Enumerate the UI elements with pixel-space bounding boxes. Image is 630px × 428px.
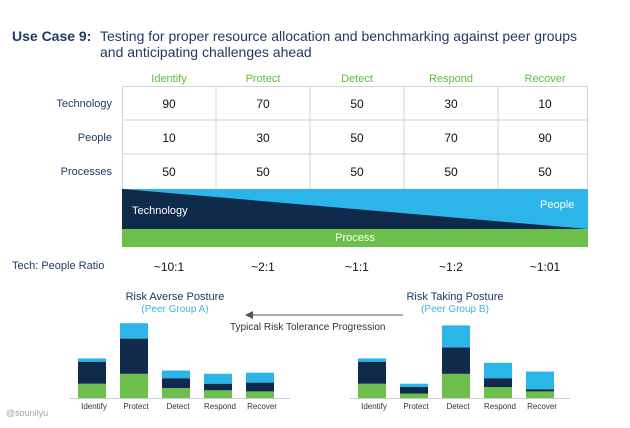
chart-b-label-detect: Detect bbox=[446, 402, 470, 411]
row-header-people: People bbox=[77, 132, 112, 144]
peer-group-a-bar-recover-people bbox=[246, 372, 274, 383]
peer-group-a-bar-respond-people bbox=[204, 373, 232, 384]
peer-group-a-bar-protect-technology bbox=[120, 338, 148, 374]
ratio-row-label: Tech: People Ratio bbox=[12, 260, 105, 272]
cell-processes-respond: 50 bbox=[444, 165, 458, 179]
cell-processes-protect: 50 bbox=[256, 165, 270, 179]
cell-people-detect: 50 bbox=[350, 131, 364, 145]
row-header-processes: Processes bbox=[60, 166, 112, 178]
peer-group-b-bar-respond-people bbox=[484, 362, 512, 379]
peer-group-a-bar-identify-process bbox=[78, 383, 106, 398]
ratio-identify: ~10:1 bbox=[153, 260, 185, 274]
peer-group-a-bar-detect-technology bbox=[162, 378, 190, 389]
peer-group-a-bar-identify-people bbox=[78, 358, 106, 362]
tech-people-band bbox=[122, 189, 588, 229]
cell-technology-identify: 90 bbox=[162, 97, 176, 111]
peer-group-a-bar-identify-technology bbox=[78, 361, 106, 384]
peer-group-a-bar-protect-people bbox=[120, 323, 148, 339]
peer-group-b-bar-respond-process bbox=[484, 387, 512, 398]
peer-group-b-bar-protect-people bbox=[400, 383, 428, 387]
peer-group-b-bar-recover-people bbox=[526, 371, 554, 390]
col-header-protect: Protect bbox=[245, 73, 281, 85]
technology-wedge bbox=[122, 189, 588, 229]
cell-processes-recover: 50 bbox=[538, 165, 552, 179]
ratio-protect: ~2:1 bbox=[251, 260, 275, 274]
peer-group-b-bar-detect-process bbox=[442, 373, 470, 398]
col-header-respond: Respond bbox=[428, 73, 474, 85]
risk-averse-subtitle: (Peer Group A) bbox=[141, 304, 209, 315]
peer-group-b-bar-identify-technology bbox=[358, 361, 386, 384]
chart-a-label-protect: Protect bbox=[123, 402, 149, 411]
cell-technology-detect: 50 bbox=[350, 97, 364, 111]
cell-people-recover: 90 bbox=[538, 131, 552, 145]
chart-b-label-identify: Identify bbox=[361, 402, 387, 411]
peer-group-a-bar-protect-process bbox=[120, 373, 148, 398]
cell-technology-recover: 10 bbox=[538, 97, 552, 111]
peer-group-a-bar-recover-technology bbox=[246, 382, 274, 392]
cell-people-protect: 30 bbox=[256, 131, 270, 145]
peer-group-a-bar-detect-process bbox=[162, 388, 190, 398]
col-header-recover: Recover bbox=[524, 73, 566, 85]
peer-group-a-bar-respond-process bbox=[204, 390, 232, 398]
cell-technology-respond: 30 bbox=[444, 97, 458, 111]
peer-group-a-bar-detect-people bbox=[162, 370, 190, 379]
col-header-identify: Identify bbox=[151, 73, 187, 85]
chart-b-label-respond: Respond bbox=[483, 402, 517, 411]
chart-a-label-recover: Recover bbox=[247, 402, 277, 411]
row-header-technology: Technology bbox=[56, 98, 112, 110]
peer-group-b-bar-recover-technology bbox=[526, 389, 554, 392]
cell-people-identify: 10 bbox=[162, 131, 176, 145]
peer-group-b-bar-detect-people bbox=[442, 325, 470, 348]
ratio-detect: ~1:1 bbox=[345, 260, 369, 274]
chart-a-label-identify: Identify bbox=[81, 402, 107, 411]
chart-b-label-recover: Recover bbox=[527, 402, 557, 411]
title-prefix: Use Case 9: bbox=[12, 28, 92, 44]
cell-technology-protect: 70 bbox=[256, 97, 270, 111]
peer-group-b-bar-recover-process bbox=[526, 391, 554, 398]
progression-arrow bbox=[245, 307, 405, 325]
peer-group-a-bar-recover-process bbox=[246, 391, 274, 398]
peer-group-a-bar-respond-technology bbox=[204, 383, 232, 391]
cell-processes-identify: 50 bbox=[162, 165, 176, 179]
peer-group-b-chart bbox=[350, 325, 570, 399]
watermark: @sounilyu bbox=[6, 408, 49, 418]
chart-b-label-protect: Protect bbox=[403, 402, 429, 411]
risk-taking-subtitle: (Peer Group B) bbox=[421, 304, 489, 315]
band-people-label: People bbox=[540, 199, 575, 211]
process-bar: Process bbox=[122, 229, 588, 247]
progression-label: Typical Risk Tolerance Progression bbox=[230, 322, 386, 333]
chart-a-label-detect: Detect bbox=[166, 402, 190, 411]
cell-processes-detect: 50 bbox=[350, 165, 364, 179]
risk-taking-title: Risk Taking Posture bbox=[406, 291, 504, 303]
peer-group-b-bar-respond-technology bbox=[484, 378, 512, 387]
ratio-respond: ~1:2 bbox=[439, 260, 463, 274]
peer-group-a-chart bbox=[70, 323, 290, 399]
ratio-recover: ~1:01 bbox=[529, 260, 561, 274]
cell-people-respond: 70 bbox=[444, 131, 458, 145]
peer-group-b-bar-identify-process bbox=[358, 383, 386, 398]
peer-group-b-bar-protect-technology bbox=[400, 387, 428, 394]
peer-group-b-bar-detect-technology bbox=[442, 347, 470, 374]
peer-group-b-bar-protect-process bbox=[400, 393, 428, 398]
peer-group-b-bar-identify-people bbox=[358, 358, 386, 362]
page-title: Testing for proper resource allocation a… bbox=[100, 28, 578, 60]
col-header-detect: Detect bbox=[341, 73, 373, 85]
chart-a-label-respond: Respond bbox=[203, 402, 237, 411]
risk-averse-title: Risk Averse Posture bbox=[125, 291, 225, 303]
band-technology-label: Technology bbox=[132, 205, 188, 217]
